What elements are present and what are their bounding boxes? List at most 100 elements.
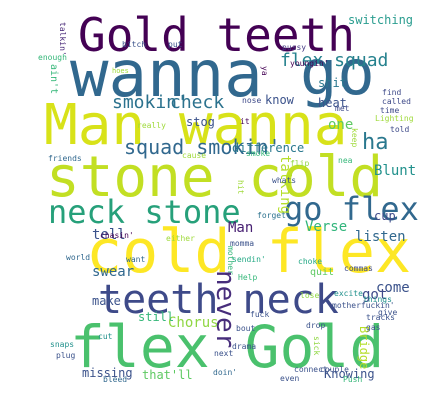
cloud-word: go flex — [284, 190, 419, 228]
cloud-word: gas — [366, 323, 381, 332]
cloud-word: smokin' — [112, 92, 188, 113]
cloud-word: pussy — [282, 43, 307, 52]
cloud-word: keep — [350, 128, 359, 148]
cloud-word: cup — [374, 209, 396, 223]
cloud-word: that'll — [142, 368, 193, 382]
cloud-word: never — [210, 270, 240, 349]
cloud-word: youngin' — [290, 59, 329, 68]
cloud-word: swear — [92, 264, 135, 280]
cloud-word: either — [166, 234, 195, 243]
cloud-word: bout — [236, 324, 256, 333]
cloud-word: heat — [318, 96, 347, 110]
cloud-word: shit — [318, 76, 347, 90]
cloud-word: Man wanna — [44, 93, 348, 158]
cloud-word: even — [280, 374, 300, 383]
cloud-word: couple — [320, 365, 349, 374]
cloud-word: met — [335, 104, 350, 113]
cloud-word: one — [328, 117, 354, 133]
cloud-word: sick — [312, 336, 321, 356]
cloud-word: Blunt — [374, 163, 417, 179]
cloud-word: choke — [298, 257, 323, 266]
cloud-word: stog — [186, 115, 215, 129]
cloud-word: commas — [344, 264, 373, 273]
cloud-word: cause — [182, 151, 207, 160]
cloud-word: told — [390, 125, 410, 134]
cloud-word: want — [126, 255, 146, 264]
cloud-word: Push — [343, 375, 363, 384]
cloud-word: cold flex — [86, 217, 412, 287]
cloud-word: stone cold — [46, 145, 384, 210]
cloud-word: go — [300, 36, 375, 109]
cloud-word: put — [168, 40, 183, 49]
cloud-word: listen — [355, 229, 406, 245]
cloud-word: neck stone — [48, 193, 241, 231]
cloud-word: come — [376, 280, 410, 296]
cloud-word: snaps — [50, 340, 75, 349]
cloud-word: Help — [238, 273, 258, 282]
cloud-word: switching — [348, 13, 414, 27]
cloud-word: chasin' — [100, 231, 134, 240]
cloud-word: bleed — [103, 375, 128, 384]
cloud-word: hit — [236, 180, 245, 195]
cloud-word: hoes — [112, 67, 129, 75]
cloud-word: connect — [294, 365, 328, 374]
cloud-word: got — [362, 287, 388, 303]
cloud-word: forget — [257, 211, 286, 220]
cloud-word: check — [170, 92, 225, 113]
cloud-word: still — [138, 310, 175, 324]
cloud-word: bitch — [122, 40, 147, 49]
cloud-word: it — [240, 117, 250, 126]
cloud-word: whats — [272, 176, 297, 185]
cloud-word: nea — [338, 156, 353, 165]
cloud-word: Knowing — [324, 367, 375, 381]
cloud-word: flex squad — [280, 50, 389, 71]
cloud-word: Verse — [305, 219, 348, 235]
cloud-word: drop — [306, 321, 326, 330]
cloud-word: Bridge — [357, 326, 371, 370]
cloud-word: wanna — [70, 38, 263, 112]
cloud-word: talkin' — [58, 22, 67, 56]
cloud-word: squad smokin' — [124, 135, 281, 159]
cloud-word: called — [382, 97, 411, 106]
cloud-word: teeth neck — [98, 277, 339, 323]
cloud-word: things — [363, 295, 392, 304]
cloud-word: tracks — [366, 313, 395, 322]
cloud-word: difference — [232, 141, 305, 155]
cloud-word: quit — [310, 267, 335, 278]
cloud-word: Lighting — [375, 114, 414, 123]
cloud-word: drama — [232, 342, 257, 351]
cloud-word: know — [265, 93, 294, 107]
cloud-word: smoke — [246, 149, 271, 158]
cloud-word: nose — [242, 96, 262, 105]
cloud-word: enough — [38, 53, 67, 62]
cloud-word: ain't — [48, 64, 59, 95]
cloud-word: friends — [48, 154, 82, 163]
cloud-word: next — [214, 349, 234, 358]
cloud-word: flip — [290, 159, 310, 168]
cloud-word: doin' — [213, 368, 238, 377]
cloud-word: world — [66, 253, 91, 262]
cloud-word: motherfuckin' — [332, 301, 395, 310]
cloud-word: find — [382, 88, 402, 97]
cloud-word: mother — [226, 246, 235, 275]
cloud-word: tell — [92, 227, 126, 243]
cloud-word: fuck — [250, 310, 270, 319]
cloud-word: flex Gold — [70, 313, 385, 381]
cloud-word: Chorus — [168, 315, 219, 331]
cloud-word: ya — [260, 66, 269, 76]
cloud-word: make — [92, 294, 121, 308]
cloud-word: missing — [82, 366, 133, 380]
cloud-word: cut — [98, 332, 113, 341]
cloud-word: plug — [56, 351, 76, 360]
cloud-word: Gold teeth — [78, 8, 355, 62]
cloud-word: give — [378, 308, 398, 317]
cloud-word: time — [380, 106, 400, 115]
cloud-word: ha — [362, 130, 389, 155]
cloud-word: Man — [228, 220, 254, 236]
cloud-word: really — [137, 121, 166, 130]
cloud-word: lose — [300, 291, 320, 300]
cloud-word: sendin' — [232, 255, 266, 264]
cloud-word: excite — [334, 289, 363, 298]
cloud-word: momma — [230, 239, 255, 248]
